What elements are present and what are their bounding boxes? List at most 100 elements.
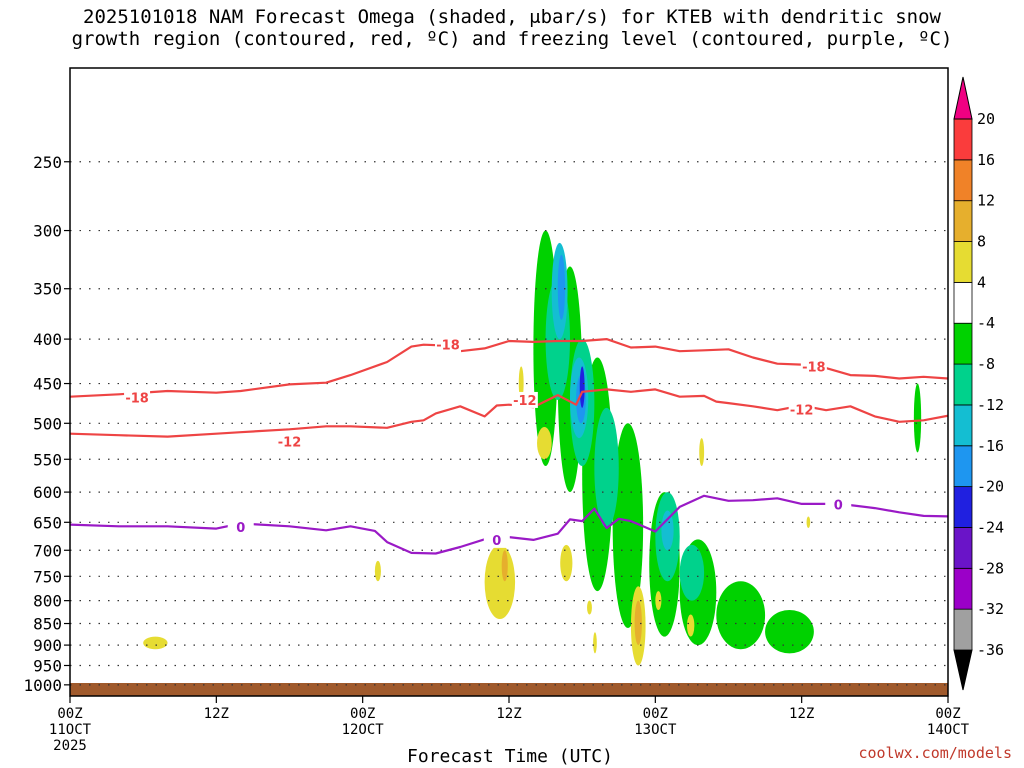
colorbar-segment [953,486,973,528]
y-tick-label: 1000 [23,676,62,695]
y-tick-label: 750 [33,567,62,586]
omega-cell [563,77,583,231]
colorbar-segment [953,404,973,447]
x-tick-label: 12Z [204,706,229,722]
contour-label-bg [227,518,254,535]
colorbar-segment [953,159,973,202]
omega-cell [655,591,662,610]
y-tick-label: 300 [33,222,62,241]
contour-line [70,388,948,438]
x-axis-label: Forecast Time (UTC) [407,746,613,767]
omega-cell [844,627,888,662]
omega-cell [560,544,573,582]
colorbar-label: 8 [977,233,986,251]
y-tick-label: 700 [33,541,62,560]
omega-cell [143,636,168,650]
contour-label-bg [435,336,462,353]
contour-label: -12 [790,403,814,418]
colorbar-label: -20 [977,478,1004,496]
contour-label: -18 [436,339,460,354]
colorbar-low-arrow [953,649,973,691]
omega-cell [496,319,509,480]
colorbar-label: -8 [977,355,995,373]
ground-surface [70,683,948,696]
omega-cell [501,550,508,582]
x-tick-label: 00Z [643,706,668,722]
colorbar-segment [953,527,973,569]
x-tick-label: 00Z [935,706,960,722]
colorbar-label: -16 [977,437,1004,455]
x-tick-label: 00Z [350,706,375,722]
colorbar-label: -12 [977,396,1004,414]
colorbar-label: -24 [977,518,1004,536]
title-line-2: growth region (contoured, red, ºC) and f… [71,28,953,50]
contour-label-bg [825,496,852,513]
x-tick-label: 12Z [496,706,521,722]
colorbar-segment [953,567,973,610]
omega-cell [606,95,619,358]
contour-label-bg [511,391,538,408]
credit-link[interactable]: coolwx.com/models [858,744,1012,762]
x-tick-label: 13OCT [634,722,677,738]
contour-label: 0 [492,534,501,549]
colorbar-label: -4 [977,314,995,332]
x-tick-label: 14OCT [927,722,970,738]
axes: 250 300 350 400 450 500 550 600 650 700 750 800 850 9… [23,153,969,754]
contour-label-bg [124,389,151,406]
omega-cell [579,366,585,408]
contour-label-bg [483,531,510,548]
y-tick-label: 550 [33,450,62,469]
y-tick-label: 900 [33,636,62,655]
y-tick-label: 600 [33,483,62,502]
colorbar-label: 12 [977,192,995,210]
y-tick-label: 400 [33,330,62,349]
omega-cell [917,642,942,656]
contour-label-bg [276,433,303,450]
colorbar-segment [953,363,973,406]
contour-label: 0 [236,521,245,536]
colorbar-label: -32 [977,600,1004,618]
omega-cell [634,600,642,646]
omega-cell [806,516,811,529]
omega-cell [699,438,705,467]
grid [70,161,948,686]
omega-cell [661,510,674,551]
omega-cell [880,636,924,660]
omega-cell [612,423,644,628]
x-tick-label: 12OCT [342,722,385,738]
contour-label: 0 [834,498,843,513]
omega-cell [679,544,705,601]
colorbar-segment [953,608,973,651]
contour-label-bg [788,401,815,418]
x-tick-label: 00Z [57,706,82,722]
omega-shading [143,77,942,670]
omega-cell [484,544,516,620]
omega-cell [557,254,566,320]
colorbar-segment [953,322,973,365]
contour-line [70,338,948,398]
contour-label: -18 [802,360,826,375]
contour-label: -12 [278,436,302,451]
y-tick-label: 450 [33,375,62,394]
omega-cell [687,614,695,637]
colorbar-segment [953,118,973,161]
y-tick-label: 850 [33,615,62,634]
omega-cell [807,614,851,664]
colorbar-label: 16 [977,151,995,169]
colorbar: -36 -32 -28 -24 -20 -16 -12 -8 -4 4 8 12 16 20 [953,76,1004,691]
omega-cell [226,642,233,648]
contour-label: -18 [125,392,149,407]
omega-cell [593,632,597,654]
colorbar-label: -36 [977,641,1004,659]
omega-cell [594,407,619,529]
colorbar-label: -28 [977,559,1004,577]
omega-cell [913,383,922,453]
contour-line [70,494,948,555]
omega-cell [374,560,381,582]
omega-cell [537,427,552,460]
y-tick-label: 500 [33,414,62,433]
omega-cell [826,375,834,453]
omega-cell [435,636,446,650]
colorbar-segment [953,200,973,242]
